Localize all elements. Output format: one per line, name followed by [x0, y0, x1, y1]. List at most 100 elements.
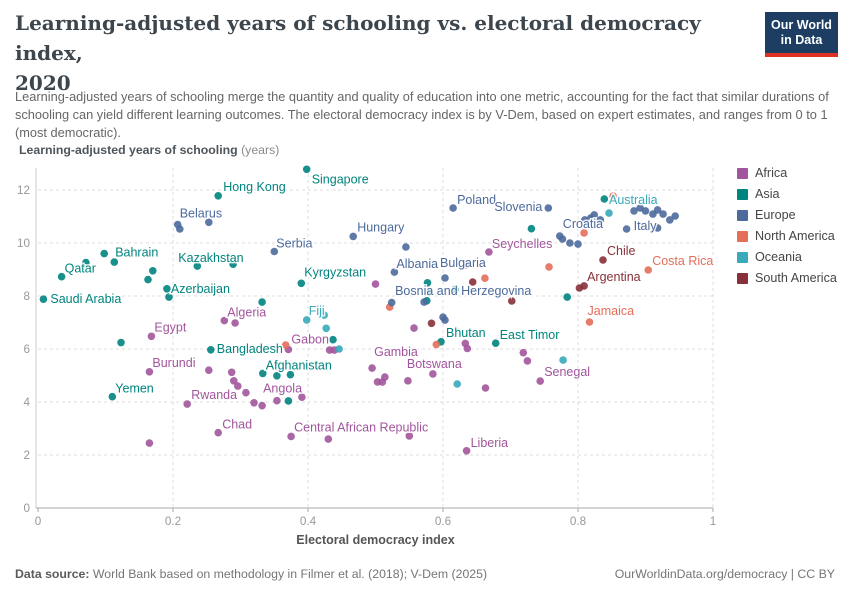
data-point[interactable]	[250, 399, 258, 407]
data-point[interactable]	[659, 210, 667, 218]
data-point[interactable]	[230, 377, 238, 385]
data-point[interactable]	[463, 344, 472, 353]
data-point[interactable]	[653, 224, 662, 232]
data-point-costa-rica[interactable]	[644, 266, 652, 274]
data-point[interactable]	[574, 240, 582, 248]
data-point[interactable]	[641, 207, 650, 215]
data-point-chile[interactable]	[599, 256, 607, 264]
data-point[interactable]	[229, 260, 237, 269]
data-point[interactable]	[523, 357, 532, 365]
data-point-bahrain[interactable]	[100, 249, 108, 258]
data-point[interactable]	[481, 384, 490, 392]
data-point-bulgaria[interactable]	[441, 274, 449, 282]
data-point-singapore[interactable]	[302, 165, 311, 174]
data-point[interactable]	[481, 274, 489, 283]
data-point-kyrgyzstan[interactable]	[297, 279, 306, 288]
data-point-hong-kong[interactable]	[214, 192, 222, 200]
data-point-algeria[interactable]	[220, 316, 229, 325]
data-point-qatar[interactable]	[57, 272, 66, 281]
data-point[interactable]	[580, 229, 588, 237]
data-point-albania[interactable]	[390, 268, 399, 276]
data-point[interactable]	[462, 261, 470, 269]
data-point[interactable]	[590, 211, 598, 219]
data-point-italy[interactable]	[622, 225, 631, 233]
data-point[interactable]	[451, 285, 459, 294]
data-point-australia[interactable]	[605, 209, 613, 217]
data-point[interactable]	[566, 239, 574, 247]
data-point[interactable]	[329, 335, 337, 344]
data-point[interactable]	[320, 311, 329, 319]
data-point-afghanistan[interactable]	[259, 369, 267, 378]
data-point[interactable]	[273, 396, 281, 405]
data-point-liberia[interactable]	[462, 447, 471, 455]
data-point[interactable]	[596, 216, 605, 224]
data-point-bangladesh[interactable]	[207, 346, 215, 354]
data-point[interactable]	[563, 293, 571, 301]
data-point[interactable]	[284, 397, 293, 405]
data-point[interactable]	[468, 278, 477, 286]
data-point[interactable]	[145, 439, 154, 447]
data-point[interactable]	[581, 216, 589, 224]
data-point[interactable]	[176, 225, 184, 233]
data-point-burundi[interactable]	[145, 368, 154, 376]
data-point[interactable]	[144, 275, 152, 284]
data-point[interactable]	[404, 377, 412, 385]
data-point-botswana[interactable]	[429, 370, 437, 378]
data-point[interactable]	[231, 319, 239, 327]
owid-license-link[interactable]: OurWorldinData.org/democracy | CC BY	[614, 567, 835, 581]
data-point-slovenia[interactable]	[544, 204, 553, 212]
data-point[interactable]	[335, 345, 343, 353]
data-point[interactable]	[110, 258, 119, 266]
data-point-azerbaijan[interactable]	[163, 285, 171, 293]
data-point[interactable]	[205, 366, 213, 375]
data-point-rwanda[interactable]	[183, 400, 191, 408]
data-point[interactable]	[600, 195, 609, 203]
data-point-gambia[interactable]	[368, 364, 376, 372]
data-point[interactable]	[371, 280, 380, 288]
data-point[interactable]	[205, 218, 213, 227]
data-point[interactable]	[432, 340, 441, 349]
data-point[interactable]	[227, 368, 236, 377]
data-point-saudi-arabia[interactable]	[39, 295, 48, 304]
data-point-east-timor[interactable]	[491, 339, 500, 348]
data-point[interactable]	[286, 370, 295, 379]
owid-logo[interactable]: Our World in Data	[765, 12, 838, 57]
data-point[interactable]	[273, 372, 281, 380]
data-point[interactable]	[402, 243, 410, 251]
data-point-central-african-republic[interactable]	[287, 432, 295, 441]
data-point[interactable]	[242, 388, 250, 397]
data-point[interactable]	[609, 192, 617, 200]
legend-item-africa[interactable]: Africa	[737, 166, 837, 180]
data-point[interactable]	[666, 216, 674, 224]
data-point-egypt[interactable]	[147, 332, 156, 341]
data-point-bosnia-and-herzegovina[interactable]	[420, 298, 428, 306]
legend-item-north-america[interactable]: North America	[737, 229, 837, 243]
data-point[interactable]	[423, 279, 432, 287]
data-point[interactable]	[322, 324, 331, 333]
data-point[interactable]	[558, 235, 567, 243]
data-point[interactable]	[545, 263, 553, 271]
data-point[interactable]	[559, 356, 567, 364]
data-point[interactable]	[298, 393, 306, 402]
data-point-serbia[interactable]	[270, 247, 279, 256]
data-point[interactable]	[149, 267, 157, 275]
data-point[interactable]	[441, 316, 449, 324]
data-point[interactable]	[324, 435, 333, 443]
data-point[interactable]	[575, 284, 584, 292]
legend-item-europe[interactable]: Europe	[737, 208, 837, 222]
data-point[interactable]	[653, 206, 662, 214]
data-point[interactable]	[387, 298, 396, 307]
data-point[interactable]	[424, 288, 432, 297]
data-point-yemen[interactable]	[108, 392, 117, 401]
data-point-jamaica[interactable]	[585, 318, 594, 326]
data-point[interactable]	[117, 338, 125, 347]
data-point[interactable]	[281, 341, 290, 349]
data-point[interactable]	[427, 319, 436, 328]
data-point[interactable]	[410, 324, 418, 332]
data-point[interactable]	[165, 293, 173, 301]
data-point-angola[interactable]	[258, 401, 266, 410]
legend-item-south-america[interactable]: South America	[737, 271, 837, 285]
legend-item-asia[interactable]: Asia	[737, 187, 837, 201]
data-point[interactable]	[453, 380, 462, 388]
data-point[interactable]	[381, 373, 389, 381]
